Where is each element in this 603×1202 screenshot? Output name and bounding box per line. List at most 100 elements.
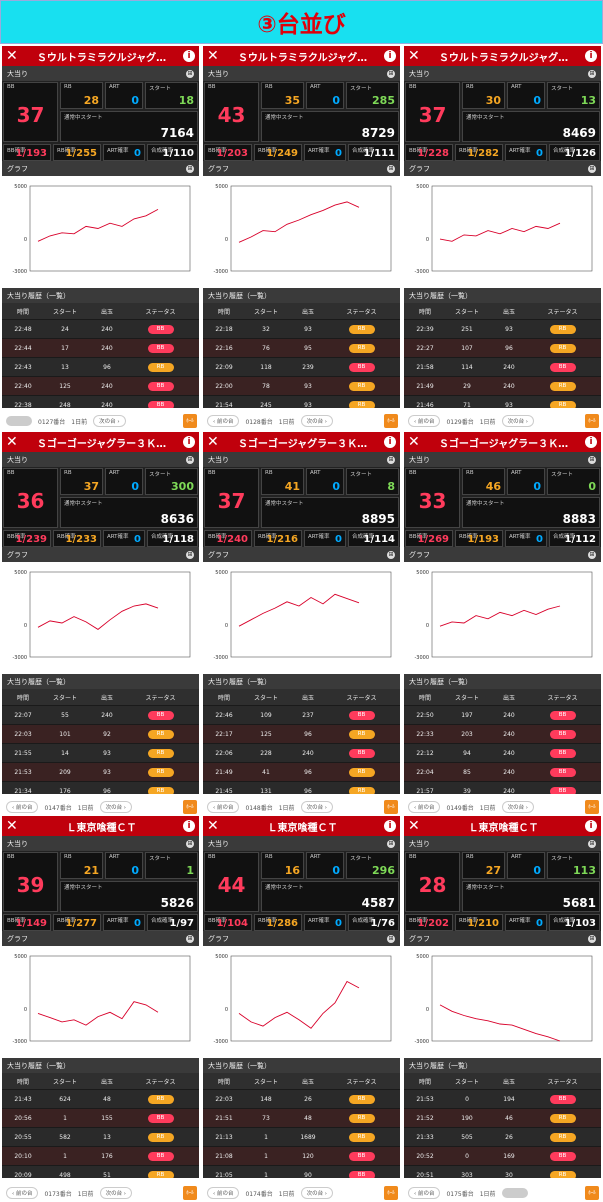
- prev-machine-button[interactable]: ‹ 前の台: [6, 801, 39, 813]
- prev-machine-button[interactable]: ‹ 前の台: [408, 801, 441, 813]
- next-machine-button[interactable]: 次の台 ›: [99, 1187, 133, 1199]
- history-time: 20:10: [14, 1152, 32, 1160]
- bb-prob: BB確率 1/269: [405, 530, 453, 547]
- info-icon[interactable]: i: [585, 820, 597, 832]
- history-start: 245: [260, 401, 272, 409]
- history-time: 20:56: [14, 1114, 32, 1122]
- grid-icon[interactable]: ⊞: [186, 69, 194, 78]
- bb-prob-value: 1/269: [417, 534, 449, 545]
- close-icon[interactable]: ✕: [207, 48, 219, 64]
- current-start-value: 4587: [361, 896, 395, 910]
- close-icon[interactable]: ✕: [207, 434, 219, 450]
- close-icon[interactable]: ✕: [408, 48, 420, 64]
- nav-cell: ‹ 前の台 0174番台 1日前 次の台 › ﾎｰﾙ: [203, 1184, 400, 1202]
- history-start: 24: [61, 325, 69, 333]
- total-prob-value: 1/111: [363, 148, 395, 159]
- next-machine-button[interactable]: 次の台 ›: [300, 1187, 334, 1199]
- hall-icon[interactable]: ﾎｰﾙ: [585, 414, 599, 428]
- y-tick-label: 5000: [14, 954, 27, 960]
- grid-icon[interactable]: ⊞: [588, 69, 596, 78]
- start-count: スタート 296: [346, 852, 399, 879]
- info-icon[interactable]: i: [183, 50, 195, 62]
- bonus-section-title: 大当り: [7, 839, 28, 848]
- next-machine-button[interactable]: 次の台 ›: [300, 415, 334, 427]
- hall-icon[interactable]: ﾎｰﾙ: [384, 414, 398, 428]
- grid-icon[interactable]: ⊞: [588, 550, 596, 559]
- rb-count-label: RB: [64, 470, 72, 476]
- grid-icon[interactable]: ⊞: [186, 839, 194, 848]
- bb-count-label: BB: [7, 84, 15, 90]
- grid-icon[interactable]: ⊞: [387, 455, 395, 464]
- history-row: 21:54 245 93 RB: [203, 395, 400, 408]
- next-machine-button[interactable]: 次の台 ›: [93, 415, 126, 427]
- start-count-value: 296: [372, 864, 395, 877]
- history-out: 93: [505, 325, 513, 333]
- prev-machine-button[interactable]: ‹ 前の台: [408, 415, 441, 427]
- close-icon[interactable]: ✕: [207, 818, 219, 834]
- next-machine-button[interactable]: 次の台 ›: [501, 801, 535, 813]
- close-icon[interactable]: ✕: [408, 434, 420, 450]
- graph-svg: 5000 0 -3000: [12, 184, 191, 275]
- info-icon[interactable]: i: [384, 820, 396, 832]
- hall-icon[interactable]: ﾎｰﾙ: [585, 1186, 599, 1200]
- rb-count-value: 37: [83, 480, 99, 493]
- history-status-cell: BB: [128, 343, 193, 353]
- days-ago: 1日前: [77, 804, 94, 812]
- hall-icon[interactable]: ﾎｰﾙ: [183, 1186, 197, 1200]
- nav-cell: ‹ 前の台 0147番台 1日前 次の台 › ﾎｰﾙ: [2, 798, 199, 816]
- hall-icon[interactable]: ﾎｰﾙ: [585, 800, 599, 814]
- prev-machine-button[interactable]: ‹ 前の台: [408, 1187, 441, 1199]
- hall-icon[interactable]: ﾎｰﾙ: [183, 800, 197, 814]
- prev-machine-button[interactable]: ‹ 前の台: [207, 415, 240, 427]
- grid-icon[interactable]: ⊞: [387, 69, 395, 78]
- hall-icon[interactable]: ﾎｰﾙ: [183, 414, 197, 428]
- next-machine-button[interactable]: [501, 1188, 528, 1198]
- start-count-label: スタート: [551, 472, 574, 478]
- history-table: 時間 スタート 出玉 ステータス 22:03 148 26 RB 21:51 73 48 RB 21:1…: [203, 1073, 400, 1178]
- hall-icon[interactable]: ﾎｰﾙ: [384, 800, 398, 814]
- graph-section-title: グラフ: [7, 550, 28, 559]
- info-icon[interactable]: i: [183, 820, 195, 832]
- bb-count: BB 33: [405, 468, 460, 528]
- info-icon[interactable]: i: [384, 436, 396, 448]
- close-icon[interactable]: ✕: [408, 818, 420, 834]
- history-time: 21:34: [14, 787, 32, 795]
- grid-icon[interactable]: ⊞: [588, 455, 596, 464]
- total-prob: 合成確率 1/114: [348, 530, 399, 547]
- hall-icon[interactable]: ﾎｰﾙ: [384, 1186, 398, 1200]
- close-icon[interactable]: ✕: [6, 818, 18, 834]
- info-icon[interactable]: i: [384, 50, 396, 62]
- next-machine-button[interactable]: 次の台 ›: [300, 801, 334, 813]
- grid-icon[interactable]: ⊞: [186, 934, 194, 943]
- history-start: 41: [262, 768, 270, 776]
- prev-machine-button[interactable]: ‹ 前の台: [207, 801, 240, 813]
- grid-icon[interactable]: ⊞: [387, 839, 395, 848]
- info-icon[interactable]: i: [585, 50, 597, 62]
- history-out: 240: [503, 382, 515, 390]
- history-status-cell: RB: [530, 1170, 595, 1178]
- grid-icon[interactable]: ⊞: [186, 550, 194, 559]
- grid-icon[interactable]: ⊞: [186, 455, 194, 464]
- grid-icon[interactable]: ⊞: [387, 164, 395, 173]
- info-icon[interactable]: i: [585, 436, 597, 448]
- grid-icon[interactable]: ⊞: [387, 550, 395, 559]
- grid-icon[interactable]: ⊞: [186, 164, 194, 173]
- bb-prob: BB確率 1/193: [3, 144, 51, 161]
- prev-machine-button[interactable]: ‹ 前の台: [6, 1187, 39, 1199]
- history-status-cell: BB: [530, 1094, 595, 1104]
- next-machine-button[interactable]: 次の台 ›: [99, 801, 133, 813]
- grid-icon[interactable]: ⊞: [588, 164, 596, 173]
- grid-icon[interactable]: ⊞: [588, 934, 596, 943]
- close-icon[interactable]: ✕: [6, 48, 18, 64]
- prev-machine-button[interactable]: [6, 416, 32, 426]
- next-machine-button[interactable]: 次の台 ›: [501, 415, 535, 427]
- grid-icon[interactable]: ⊞: [588, 839, 596, 848]
- info-icon[interactable]: i: [183, 436, 195, 448]
- prev-machine-button[interactable]: ‹ 前の台: [207, 1187, 240, 1199]
- bb-count-label: BB: [7, 854, 15, 860]
- history-out: 240: [503, 730, 515, 738]
- grid-icon[interactable]: ⊞: [387, 934, 395, 943]
- total-prob-label: 合成確率: [352, 918, 375, 924]
- close-icon[interactable]: ✕: [6, 434, 18, 450]
- start-count-value: 285: [372, 94, 395, 107]
